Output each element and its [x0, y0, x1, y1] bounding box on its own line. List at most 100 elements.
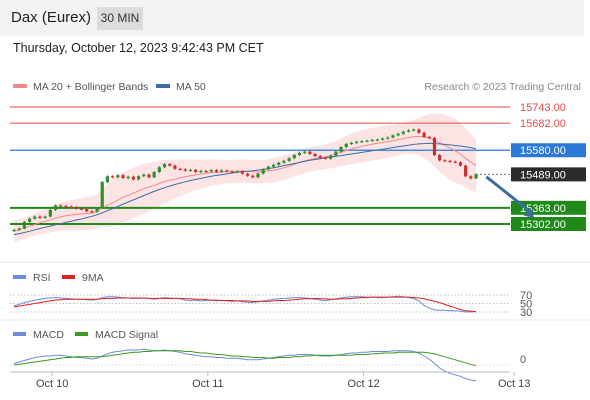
projection-arrow-shaft — [485, 175, 531, 213]
rsi-legend-swatch-2 — [62, 275, 75, 279]
legend-label-2: MA 50 — [176, 81, 206, 93]
bollinger-band — [14, 113, 476, 242]
candle-body-24 — [131, 176, 135, 180]
candle-body-27 — [147, 174, 151, 178]
candle-body-10 — [59, 205, 63, 207]
candle-body-29 — [157, 167, 161, 172]
candle-body-81 — [427, 136, 431, 139]
candle-body-59 — [313, 153, 317, 157]
pivot-tag — [511, 143, 586, 158]
candle-body-12 — [69, 206, 73, 208]
candle-body-52 — [277, 162, 281, 165]
resistance-label-1: 15743.00 — [520, 102, 566, 114]
candle-body-46 — [245, 173, 250, 176]
candle-body-80 — [422, 132, 426, 137]
candle-body-82 — [432, 138, 437, 156]
candle-body-62 — [329, 155, 333, 159]
candle-body-30 — [162, 164, 167, 168]
candle-body-9 — [53, 205, 58, 210]
candle-body-43 — [230, 171, 234, 173]
candle-body-67 — [355, 141, 359, 143]
x-tick-label-4: Oct 13 — [498, 378, 530, 390]
candle-body-90 — [474, 174, 478, 179]
candle-body-35 — [188, 169, 193, 172]
rsi-legend-label-1: RSI — [33, 272, 51, 284]
candle-body-28 — [152, 172, 156, 178]
rsi-line — [13, 295, 477, 313]
candle-body-70 — [370, 139, 374, 142]
candle-body-75 — [396, 133, 400, 136]
candle-body-49 — [261, 169, 265, 174]
candle-body-58 — [308, 151, 312, 154]
interval-button[interactable]: 30 MIN — [97, 7, 143, 30]
candle-body-17 — [95, 208, 99, 212]
candle-body-42 — [225, 170, 229, 172]
pivot-label: 15580.00 — [520, 145, 566, 157]
macd-legend-swatch-2 — [75, 332, 88, 336]
candle-body-5 — [33, 216, 37, 219]
rsi-legend-label-2: 9MA — [82, 272, 104, 284]
candle-body-76 — [401, 131, 405, 134]
candle-body-73 — [386, 137, 390, 139]
candle-body-36 — [194, 169, 198, 172]
support-label-6: 15302.00 — [520, 219, 566, 231]
candle-body-13 — [74, 207, 78, 209]
candle-body-69 — [365, 140, 369, 142]
candle-body-37 — [199, 170, 203, 173]
chart-header: Dax (Eurex) 30 MIN — [0, 0, 584, 36]
candle-body-65 — [344, 143, 348, 148]
candle-body-87 — [458, 162, 463, 166]
candle-body-11 — [64, 205, 68, 208]
candle-body-8 — [48, 209, 52, 217]
rsi-level-label-1: 70 — [520, 290, 532, 302]
x-tick-label-1: Oct 10 — [36, 378, 68, 390]
candle-body-41 — [220, 170, 224, 172]
candle-body-32 — [173, 165, 177, 169]
candle-body-54 — [287, 158, 291, 161]
candle-body-57 — [303, 151, 307, 153]
candle-body-48 — [256, 173, 260, 178]
candle-body-55 — [292, 155, 296, 159]
macd-legend-swatch-1 — [13, 332, 26, 336]
rsi-legend-swatch-1 — [13, 275, 26, 279]
timestamp: Thursday, October 12, 2023 9:42:43 PM CE… — [13, 41, 264, 55]
candle-body-39 — [209, 170, 213, 172]
macd-line — [13, 348, 477, 382]
legend-swatch-1 — [13, 84, 27, 88]
candle-body-20 — [111, 176, 115, 178]
candle-body-64 — [339, 147, 343, 152]
candle-body-21 — [116, 175, 120, 178]
candle-body-26 — [142, 174, 146, 177]
attribution: Research © 2023 Trading Central — [424, 81, 581, 93]
candle-body-72 — [380, 138, 385, 140]
legend-label-1: MA 20 + Bollinger Bands — [33, 81, 148, 93]
candle-body-19 — [105, 176, 110, 183]
candle-body-45 — [240, 171, 245, 174]
candle-body-1 — [12, 229, 16, 232]
candle-body-51 — [271, 164, 276, 167]
last-price-label: 15489.00 — [520, 169, 566, 181]
candle-body-38 — [204, 170, 208, 173]
legend-swatch-2 — [156, 84, 170, 88]
candle-body-7 — [43, 216, 47, 218]
ma50-line — [13, 142, 477, 236]
candle-body-77 — [406, 130, 411, 132]
rsi-level-label-3: 30 — [520, 307, 532, 319]
candle-body-14 — [79, 208, 84, 210]
candle-body-79 — [417, 129, 421, 133]
rsi-level-label-2: 50 — [520, 299, 532, 311]
candle-body-47 — [251, 175, 255, 178]
candle-body-63 — [334, 151, 338, 156]
candle-body-71 — [375, 139, 379, 141]
candle-body-78 — [412, 129, 416, 131]
candle-body-40 — [214, 170, 219, 172]
macd-zero-label: 0 — [520, 354, 526, 366]
last-price-tag — [511, 167, 586, 182]
candle-body-85 — [448, 160, 452, 163]
instrument-title: Dax (Eurex) — [11, 9, 92, 26]
candle-body-16 — [90, 211, 94, 213]
macd-legend-label-1: MACD — [33, 329, 64, 341]
candle-body-68 — [360, 141, 364, 143]
candle-body-66 — [349, 142, 354, 145]
